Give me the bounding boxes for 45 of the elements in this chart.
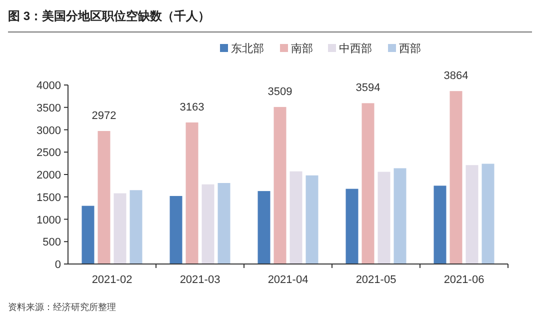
y-tick-label: 2500 [36,147,61,160]
y-tick-label: 3000 [36,124,61,137]
bar [114,193,126,264]
bar [258,191,270,264]
bar [394,168,406,264]
bar [130,190,142,264]
y-tick-label: 1500 [36,192,61,204]
bar [98,131,110,264]
x-tick-label: 2021-06 [444,274,484,286]
x-tick-label: 2021-02 [92,274,132,286]
bar [202,184,214,264]
x-tick-label: 2021-04 [268,274,308,286]
data-label: 3163 [180,101,204,114]
bar [450,91,462,264]
bar [362,103,374,264]
text: 资料来源：经济研究所整理 [8,302,116,312]
bar [170,196,182,264]
bar [82,206,94,264]
data-label: 3509 [268,86,292,98]
legend-label: 东北部 [231,42,264,55]
y-tick-label: 1000 [36,214,61,226]
y-tick-label: 0 [54,259,61,271]
data-label: 3594 [356,82,380,94]
bar [186,122,198,264]
bar [466,165,478,264]
x-tick-label: 2021-03 [180,274,220,286]
y-tick-label: 500 [42,236,61,249]
bar [434,186,446,264]
chart-title: 图 3：美国分地区职位空缺数（千人） [8,9,210,23]
bar [274,106,286,264]
legend-label: 西部 [399,42,421,55]
bar [218,183,230,264]
bar [378,172,390,264]
y-tick-label: 3500 [36,102,61,114]
y-tick-label: 2000 [36,170,61,182]
bar [290,171,302,264]
data-label: 3864 [444,70,468,82]
bar [482,164,494,264]
legend-label: 南部 [291,42,313,55]
bar [306,175,318,264]
legend-label: 中西部 [339,42,372,55]
data-label: 2972 [92,110,116,122]
bar [346,188,358,264]
x-tick-label: 2021-05 [356,274,396,286]
y-tick-label: 4000 [36,80,61,92]
